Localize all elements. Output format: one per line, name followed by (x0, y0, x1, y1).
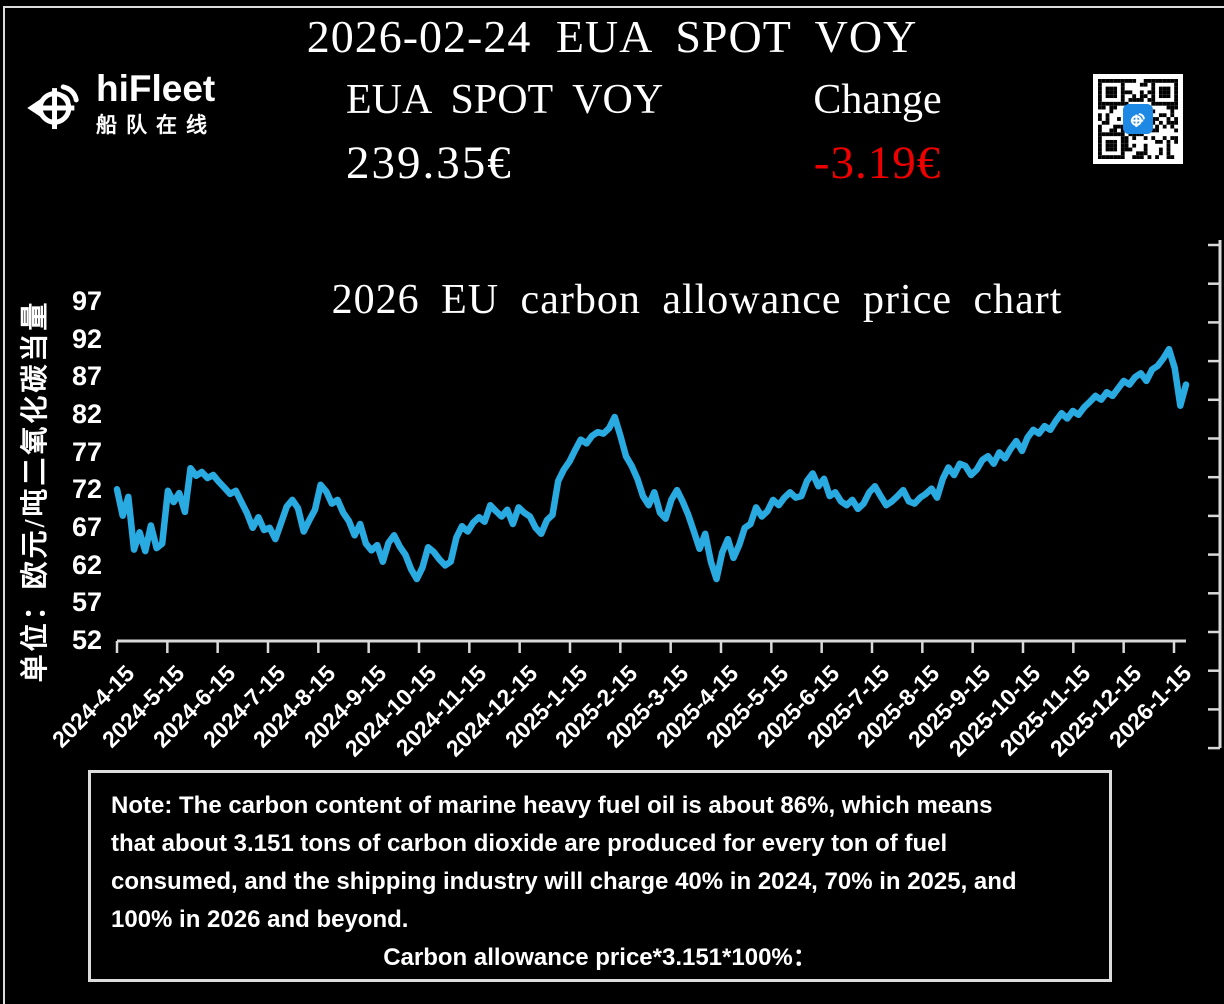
frame-border-top (4, 6, 1224, 8)
hifleet-logo: hiFleet 船队在线 (26, 68, 216, 139)
y-tick-label: 82 (71, 399, 102, 429)
spot-value: 239.35€ (346, 137, 513, 189)
change-value: -3.19€ (813, 137, 942, 189)
y-tick-label: 77 (71, 436, 102, 467)
y-tick-label: 97 (71, 286, 102, 316)
note-line: 100% in 2026 and beyond. (111, 906, 409, 933)
price-line-series (113, 345, 1190, 583)
note-box: Note: The carbon content of marine heavy… (88, 770, 1112, 982)
spot-label: EUA SPOT VOY (346, 77, 664, 123)
page-title: 2026-02-24 EUA SPOT VOY (306, 11, 918, 62)
chart-title: 2026 EU carbon allowance price chart (331, 277, 1063, 323)
y-tick-label: 72 (71, 474, 102, 505)
y-tick-label: 67 (71, 512, 102, 542)
note-line: Note: The carbon content of marine heavy… (111, 792, 993, 819)
y-tick-label: 52 (71, 625, 102, 655)
y-tick-label: 57 (71, 587, 102, 618)
note-line: consumed, and the shipping industry will… (111, 868, 1017, 895)
y-tick-label: 87 (71, 361, 102, 392)
note-formula: Carbon allowance price*3.151*100%： (383, 944, 817, 971)
x-axis (115, 639, 1186, 653)
hifleet-logo-text: hiFleet 船队在线 (96, 68, 216, 139)
qr-center-logo (1123, 104, 1153, 134)
logo-brand-chinese: 船队在线 (96, 114, 216, 137)
y-tick-label: 62 (71, 549, 102, 580)
qr-code (1093, 74, 1183, 164)
logo-brand-name: hiFleet (96, 68, 216, 109)
frame-border-left (3, 6, 5, 1004)
hifleet-sonar-icon (26, 72, 88, 134)
y-tick-label: 92 (71, 323, 102, 354)
change-label: Change (813, 77, 942, 123)
note-line: that about 3.151 tons of carbon dioxide … (111, 830, 948, 857)
